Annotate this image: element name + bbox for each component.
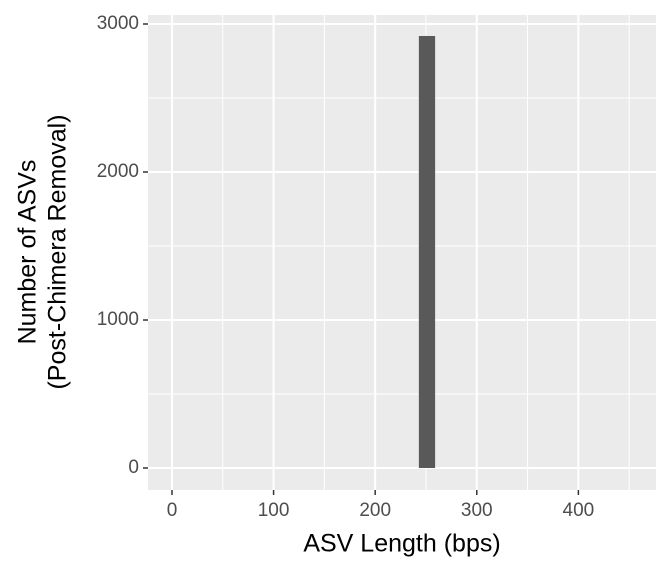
y-axis-title: (Post-Chimera Removal) xyxy=(44,114,72,389)
bar xyxy=(418,35,436,469)
y-tick-label: 1000 xyxy=(97,309,139,330)
x-tick-label: 200 xyxy=(359,500,391,521)
x-tick-label: 300 xyxy=(461,500,493,521)
y-tick-label: 3000 xyxy=(97,13,139,34)
y-axis-title: Number of ASVs xyxy=(14,160,42,345)
y-tick-label: 2000 xyxy=(97,161,139,182)
panel xyxy=(148,15,656,490)
x-tick-label: 0 xyxy=(167,500,178,521)
x-tick-label: 400 xyxy=(563,500,595,521)
y-tick-label: 0 xyxy=(128,457,139,478)
x-tick-label: 100 xyxy=(258,500,290,521)
x-axis-title: ASV Length (bps) xyxy=(303,530,500,558)
